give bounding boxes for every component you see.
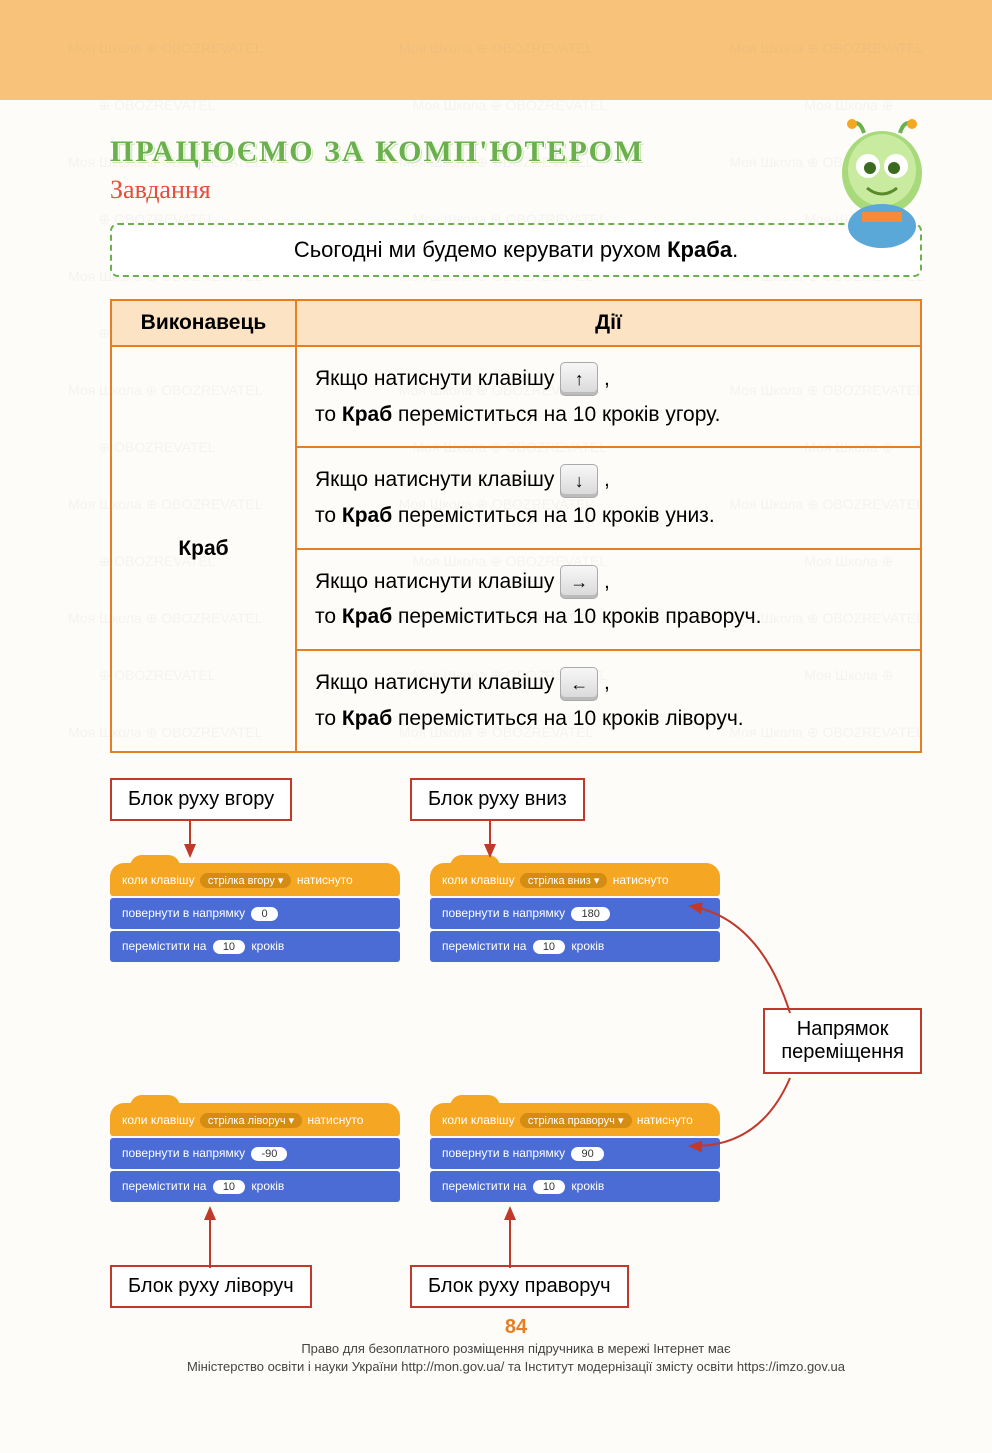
intro-suffix: . (732, 237, 738, 262)
label-block-right: Блок руху праворуч (410, 1265, 629, 1308)
page-subtitle: Завдання (110, 175, 922, 205)
steps-value: 10 (213, 940, 245, 954)
table-header-actions: Дії (296, 300, 921, 346)
hat-block: коли клавішу стрілка вниз ▾ натиснуто (430, 863, 720, 896)
scratch-stack-left: коли клавішу стрілка ліворуч ▾ натиснуто… (110, 1103, 400, 1202)
page-title: ПРАЦЮЄМО ЗА КОМП'ЮТЕРОМ (110, 135, 922, 169)
label-direction: Напрямок переміщення (763, 1008, 922, 1074)
move-block: перемістити на 10 кроків (110, 931, 400, 962)
table-header-performer: Виконавець (111, 300, 296, 346)
key-dropdown: стрілка ліворуч ▾ (200, 1113, 302, 1128)
scratch-stack-up: коли клавішу стрілка вгору ▾ натиснуто п… (110, 863, 400, 962)
label-block-left: Блок руху ліворуч (110, 1265, 312, 1308)
direction-value: 0 (251, 907, 277, 921)
key-dropdown: стрілка вниз ▾ (520, 873, 607, 888)
mascot-caterpillar-icon (822, 118, 942, 248)
direction-value: 180 (571, 907, 609, 921)
direction-value: -90 (251, 1147, 287, 1161)
performer-cell: Краб (111, 346, 296, 752)
turn-block: повернути в напрямку 90 (430, 1138, 720, 1169)
turn-block: повернути в напрямку 180 (430, 898, 720, 929)
key-dropdown: стрілка праворуч ▾ (520, 1113, 632, 1128)
key-down-icon: ↓ (560, 464, 598, 498)
footer-line2: Міністерство освіти і науки України http… (110, 1359, 922, 1376)
move-block: перемістити на 10 кроків (110, 1171, 400, 1202)
action-row-left: Якщо натиснути клавішу ← , то Краб перем… (296, 650, 921, 751)
move-block: перемістити на 10 кроків (430, 1171, 720, 1202)
page-number: 84 (110, 1316, 922, 1339)
footer-line1: Право для безоплатного розміщення підруч… (110, 1341, 922, 1358)
intro-box: Сьогодні ми будемо керувати рухом Краба. (110, 223, 922, 277)
scratch-stack-down: коли клавішу стрілка вниз ▾ натиснуто по… (430, 863, 720, 962)
hat-block: коли клавішу стрілка вгору ▾ натиснуто (110, 863, 400, 896)
label-block-up: Блок руху вгору (110, 778, 292, 821)
turn-block: повернути в напрямку -90 (110, 1138, 400, 1169)
action-row-right: Якщо натиснути клавішу → , то Краб перем… (296, 549, 921, 650)
turn-block: повернути в напрямку 0 (110, 898, 400, 929)
hat-block: коли клавішу стрілка праворуч ▾ натиснут… (430, 1103, 720, 1136)
hat-block: коли клавішу стрілка ліворуч ▾ натиснуто (110, 1103, 400, 1136)
top-orange-band (0, 0, 992, 100)
action-row-up: Якщо натиснути клавішу ↑ , то Краб перем… (296, 346, 921, 447)
move-block: перемістити на 10 кроків (430, 931, 720, 962)
key-left-icon: ← (560, 667, 598, 701)
intro-prefix: Сьогодні ми будемо керувати рухом (294, 237, 667, 262)
direction-value: 90 (571, 1147, 603, 1161)
scratch-blocks-diagram: Блок руху вгору Блок руху вниз Напрямок … (110, 778, 922, 1308)
intro-bold: Краба (667, 237, 732, 262)
key-dropdown: стрілка вгору ▾ (200, 873, 292, 888)
steps-value: 10 (533, 940, 565, 954)
actions-table: Виконавець Дії Краб Якщо натиснути клаві… (110, 299, 922, 753)
scratch-stack-right: коли клавішу стрілка праворуч ▾ натиснут… (430, 1103, 720, 1202)
steps-value: 10 (213, 1180, 245, 1194)
key-up-icon: ↑ (560, 362, 598, 396)
key-right-icon: → (560, 565, 598, 599)
label-block-down: Блок руху вниз (410, 778, 585, 821)
steps-value: 10 (533, 1180, 565, 1194)
action-row-down: Якщо натиснути клавішу ↓ , то Краб перем… (296, 447, 921, 548)
